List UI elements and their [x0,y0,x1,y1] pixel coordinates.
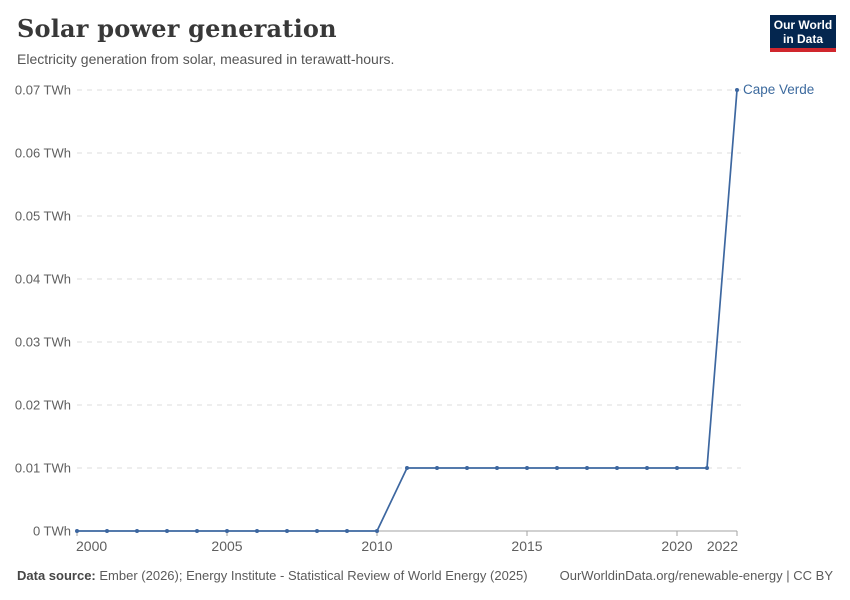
x-tick-label: 2020 [661,538,692,554]
series-end-label-group: Cape Verde [743,82,814,97]
y-tick-label: 0.01 TWh [15,461,71,476]
data-point [705,466,709,470]
data-point [435,466,439,470]
x-tick-label: 2022 [707,538,738,554]
owid-logo-line1: Our World [773,17,833,32]
data-point [285,529,289,533]
data-point [315,529,319,533]
data-point [645,466,649,470]
data-point [525,466,529,470]
data-point [75,529,79,533]
x-axis: 2000 2005 2010 2015 2020 2022 [76,530,738,554]
data-point [165,529,169,533]
chart-header: Solar power generation Electricity gener… [17,14,750,67]
data-point [585,466,589,470]
y-tick-label: 0.02 TWh [15,398,71,413]
x-tick-label: 2005 [211,538,242,554]
y-tick-label: 0.06 TWh [15,146,71,161]
data-point [495,466,499,470]
data-point [615,466,619,470]
data-point [255,529,259,533]
data-point [405,466,409,470]
y-tick-label: 0 TWh [33,524,71,539]
x-tick-label: 2015 [511,538,542,554]
data-point [225,529,229,533]
data-point [465,466,469,470]
y-tick-label: 0.07 TWh [15,83,71,98]
data-point [105,529,109,533]
data-point [735,88,739,92]
data-point [555,466,559,470]
data-source-note: Data source: Ember (2026); Energy Instit… [17,568,528,583]
chart-subtitle: Electricity generation from solar, measu… [17,51,395,67]
y-tick-label: 0.04 TWh [15,272,71,287]
y-tick-label: 0.03 TWh [15,335,71,350]
series-line [77,89,738,532]
data-point [135,529,139,533]
owid-link: OurWorldinData.org/renewable-energy | CC… [559,568,833,583]
data-source-text: Ember (2026); Energy Institute - Statist… [99,568,528,583]
owid-logo: Our World in Data [770,15,836,52]
data-point [195,529,199,533]
x-tick-label: 2000 [76,538,107,554]
x-tick-label: 2010 [361,538,392,554]
data-point [675,466,679,470]
owid-logo-line2: in Data [782,31,823,46]
y-tick-label: 0.05 TWh [15,209,71,224]
data-source-label: Data source: [17,568,96,583]
series-end-label: Cape Verde [743,82,814,97]
data-point [375,529,379,533]
chart-footer: Data source: Ember (2026); Energy Instit… [17,568,833,583]
data-point [345,529,349,533]
y-gridlines [77,89,741,469]
series [75,88,739,533]
chart-title: Solar power generation [17,14,337,43]
y-axis-labels: 0 TWh 0.01 TWh 0.02 TWh 0.03 TWh 0.04 TWh 0.0… [15,83,71,539]
